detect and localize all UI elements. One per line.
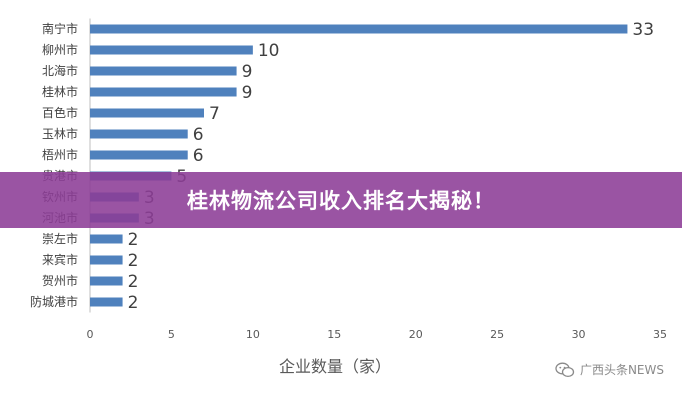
x-tick-label: 35 [653, 328, 667, 341]
bar [90, 129, 188, 139]
x-tick-labels: 0 5 10 15 20 25 30 35 [87, 328, 668, 341]
category-label: 贺州市 [42, 273, 78, 288]
category-label: 百色市 [42, 105, 78, 120]
category-label: 北海市 [42, 63, 78, 78]
data-label: 7 [209, 104, 220, 124]
category-label: 来宾市 [42, 252, 78, 267]
data-label: 2 [128, 293, 139, 313]
bar [90, 276, 123, 286]
x-tick-label: 15 [327, 328, 341, 341]
category-label: 南宁市 [42, 21, 78, 36]
data-label: 2 [128, 251, 139, 271]
x-tick-label: 25 [490, 328, 504, 341]
x-tick-label: 0 [87, 328, 94, 341]
category-label: 柳州市 [42, 42, 78, 57]
x-tick-label: 20 [409, 328, 423, 341]
data-label: 6 [193, 125, 204, 145]
bar [90, 87, 237, 97]
watermark: 广西头条NEWS [555, 361, 664, 378]
data-label: 9 [242, 62, 253, 82]
category-label: 防城港市 [30, 294, 78, 309]
title-banner: 桂林物流公司收入排名大揭秘！ [0, 172, 682, 228]
data-label: 10 [258, 41, 280, 61]
data-label: 33 [632, 20, 654, 40]
bar [90, 234, 123, 244]
x-tick-label: 10 [246, 328, 260, 341]
category-label: 桂林市 [42, 84, 78, 99]
x-axis-title: 企业数量（家） [279, 357, 391, 376]
bar [90, 45, 253, 55]
data-label: 6 [193, 146, 204, 166]
bar [90, 150, 188, 160]
bar [90, 255, 123, 265]
data-label: 2 [128, 230, 139, 250]
x-tick-label: 30 [572, 328, 586, 341]
category-label: 崇左市 [42, 231, 78, 246]
category-label: 玉林市 [42, 126, 78, 141]
data-label: 2 [128, 272, 139, 292]
data-label: 9 [242, 83, 253, 103]
category-labels: 南宁市柳州市北海市桂林市百色市玉林市梧州市贵港市钦州市河池市崇左市来宾市贺州市防… [30, 21, 78, 309]
bar [90, 24, 628, 34]
data-labels: 3310997665332222 [128, 20, 654, 313]
banner-title: 桂林物流公司收入排名大揭秘！ [187, 189, 495, 213]
bar [90, 66, 237, 76]
bar [90, 108, 204, 118]
bars-group [90, 24, 628, 307]
category-label: 梧州市 [42, 147, 78, 162]
bar [90, 297, 123, 307]
x-tick-label: 5 [168, 328, 175, 341]
watermark-text: 广西头条NEWS [579, 363, 664, 377]
wechat-icon [555, 362, 575, 377]
